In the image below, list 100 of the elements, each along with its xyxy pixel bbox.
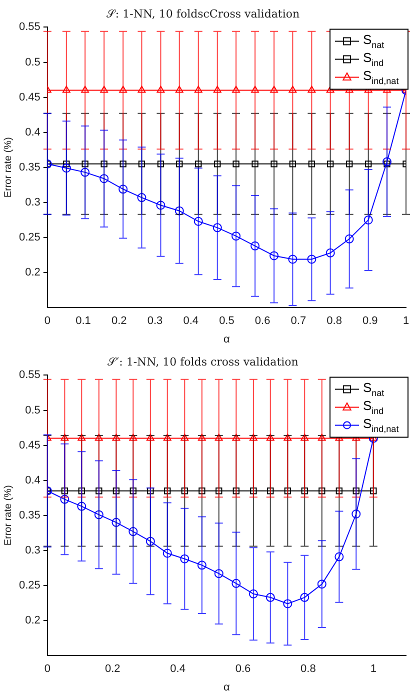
point (146, 536, 155, 546)
x-tick-label: 0.8 (300, 663, 316, 676)
x-tick-label: 1 (370, 663, 376, 676)
point (156, 200, 166, 210)
point (120, 160, 126, 168)
x-axis-title: α (224, 681, 231, 694)
y-tick-label: 0.5 (25, 404, 40, 416)
point (318, 434, 326, 441)
point (214, 160, 221, 168)
point (216, 488, 222, 494)
x-tick-label: 0.4 (183, 315, 198, 328)
point (334, 552, 344, 562)
chart-title: 𝒮′: 1-NN, 10 folds cross validation (108, 355, 298, 368)
point (248, 589, 258, 598)
point (266, 434, 274, 441)
y-tick-label: 0.5 (25, 56, 40, 68)
point (284, 488, 291, 494)
point (308, 160, 316, 168)
y-tick-label: 0.3 (25, 544, 40, 556)
point (194, 216, 203, 226)
point (118, 184, 128, 194)
point (346, 160, 353, 168)
point (138, 160, 146, 168)
point (82, 160, 88, 168)
y-tick-label: 0.45 (18, 439, 40, 452)
point (267, 488, 274, 494)
point (336, 488, 342, 494)
point (283, 599, 292, 608)
y-tick-label: 0.55 (18, 369, 40, 382)
point (382, 157, 392, 166)
point (100, 86, 108, 93)
y-axis-title: Error rate (%) (2, 485, 14, 546)
x-tick-label: 0.3 (147, 315, 163, 328)
point (129, 434, 138, 441)
y-tick-label: 0.35 (18, 509, 40, 522)
point (180, 434, 189, 441)
point (163, 434, 172, 441)
point (138, 86, 146, 93)
point (174, 206, 184, 216)
point (232, 160, 240, 168)
point (212, 223, 222, 232)
point (364, 215, 373, 224)
point (78, 488, 85, 494)
x-tick-label: 1 (402, 315, 410, 328)
point (194, 86, 202, 93)
point (251, 86, 259, 93)
point (197, 560, 206, 570)
y-tick-label: 0.55 (18, 21, 40, 34)
point (344, 234, 354, 244)
y-axis-title: Error rate (%) (2, 137, 14, 198)
point (232, 488, 240, 494)
point (198, 488, 206, 494)
point (62, 86, 70, 93)
x-tick-label: 0.6 (254, 315, 270, 328)
y-tick-label: 0.3 (25, 196, 40, 208)
point (195, 160, 202, 168)
point (96, 488, 102, 494)
point (214, 569, 224, 578)
point (100, 174, 109, 184)
point (232, 232, 241, 241)
x-tick-label: 0.8 (326, 315, 342, 328)
x-tick-label: 0.2 (104, 663, 120, 676)
y-tick-label: 0.25 (18, 232, 40, 244)
point (61, 488, 68, 494)
point (301, 488, 308, 494)
x-tick-label: 0.7 (290, 315, 306, 328)
point (300, 592, 310, 602)
point (327, 160, 334, 168)
point (365, 160, 372, 168)
point (100, 160, 108, 168)
x-tick-label: 0 (44, 663, 50, 676)
point (60, 434, 69, 441)
x-axis-title: α (224, 333, 231, 346)
x-tick-label: 0.6 (235, 663, 251, 676)
point (270, 160, 278, 168)
y-tick-label: 0.4 (25, 474, 40, 486)
point (112, 434, 120, 441)
point (78, 434, 86, 441)
point (181, 488, 188, 494)
point (175, 86, 184, 93)
point (270, 86, 278, 93)
point (214, 434, 223, 441)
point (284, 434, 292, 441)
point (198, 434, 206, 441)
point (352, 510, 361, 518)
point (180, 554, 190, 564)
x-tick-label: 0 (44, 315, 50, 328)
point (112, 518, 121, 527)
point (266, 592, 275, 602)
x-tick-label: 0.9 (362, 315, 378, 328)
point (317, 580, 326, 589)
y-tick-label: 0.35 (18, 161, 40, 174)
x-tick-label: 0.5 (219, 315, 234, 328)
point (60, 494, 70, 504)
point (62, 164, 71, 173)
point (326, 248, 335, 258)
point (318, 488, 326, 494)
y-tick-label: 0.4 (25, 126, 40, 138)
y-tick-label: 0.45 (18, 91, 40, 104)
point (63, 160, 70, 168)
